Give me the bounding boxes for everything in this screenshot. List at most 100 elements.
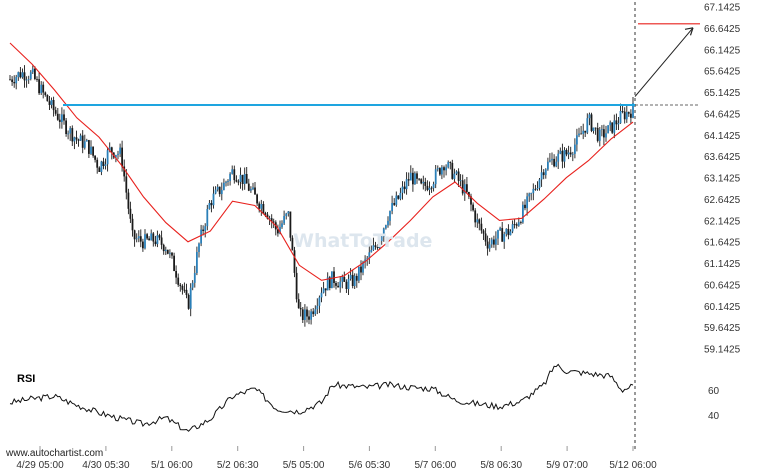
- candle-body: [382, 228, 385, 237]
- candle-body: [380, 236, 383, 241]
- candle-body: [470, 196, 472, 205]
- candle-body: [441, 167, 443, 175]
- candle-body: [19, 72, 22, 78]
- candle-body: [166, 249, 169, 254]
- candle-body: [544, 169, 547, 176]
- y-tick-label: 62.1425: [704, 216, 741, 227]
- candle-body: [358, 266, 360, 281]
- candle-body: [58, 119, 61, 122]
- rsi-tick-label: 60: [708, 386, 720, 397]
- candle-body: [331, 271, 333, 289]
- candle-body: [31, 68, 34, 73]
- candle-body: [139, 236, 142, 242]
- y-tick-label: 60.1425: [704, 302, 741, 313]
- candle-body: [422, 181, 425, 184]
- candle-body: [424, 181, 427, 186]
- candle-body: [193, 273, 196, 283]
- candle-body: [148, 238, 150, 241]
- candle-body: [517, 222, 520, 226]
- candle-body: [289, 211, 292, 238]
- y-tick-label: 59.1425: [704, 345, 741, 356]
- candle-body: [594, 127, 597, 129]
- candle-body: [561, 150, 564, 162]
- candle-body: [90, 146, 92, 154]
- candle-body: [445, 167, 447, 171]
- candle-body: [335, 283, 337, 286]
- candle-body: [216, 186, 219, 190]
- candle-body: [409, 172, 412, 181]
- candle-body: [505, 228, 508, 234]
- candle-body: [522, 204, 524, 223]
- candle-body: [52, 100, 55, 111]
- candle-body: [480, 223, 483, 231]
- candle-body: [204, 226, 207, 231]
- y-tick-label: 64.1425: [704, 131, 741, 142]
- candle-body: [393, 203, 396, 205]
- candle-body: [272, 221, 275, 223]
- candle-body: [343, 277, 346, 282]
- candle-body: [233, 169, 236, 181]
- candle-body: [416, 173, 418, 179]
- y-tick-label: 62.6425: [704, 195, 741, 206]
- candle-body: [181, 286, 184, 290]
- candle-body: [615, 120, 618, 125]
- candle-body: [44, 92, 47, 95]
- candle-body: [434, 169, 437, 185]
- candle-body: [509, 231, 512, 236]
- candle-body: [146, 234, 148, 239]
- candle-body: [520, 222, 522, 223]
- candle-body: [291, 237, 294, 251]
- candle-body: [538, 179, 541, 188]
- candle-body: [412, 172, 414, 185]
- candle-body: [245, 174, 248, 184]
- candle-body: [69, 128, 72, 134]
- candle-body: [403, 186, 406, 190]
- candle-body: [461, 180, 464, 194]
- candle-body: [312, 311, 315, 315]
- candle-body: [15, 77, 18, 84]
- candle-body: [158, 235, 161, 238]
- candle-body: [75, 137, 78, 140]
- moving-average-line: [9, 42, 634, 281]
- x-tick-label: 4/30 05:30: [82, 460, 130, 471]
- candle-body: [177, 277, 180, 285]
- candle-body: [326, 277, 329, 291]
- candle-body: [472, 204, 474, 211]
- candle-body: [198, 243, 200, 252]
- candle-body: [370, 250, 373, 253]
- candle-body: [345, 281, 348, 289]
- candle-body: [405, 179, 408, 190]
- candle-body: [104, 164, 107, 166]
- candle-body: [173, 255, 175, 271]
- y-tick-label: 61.1425: [704, 259, 741, 270]
- axis-layer: 67.1425 66.6425 66.1425 65.6425 65.1425 64.64…: [16, 2, 741, 471]
- candle-body: [341, 277, 344, 282]
- overlay-layer: [9, 23, 700, 432]
- candle-body: [353, 275, 356, 286]
- candle-body: [364, 259, 366, 263]
- candle-body: [488, 244, 491, 249]
- candle-body: [428, 187, 431, 190]
- candle-body: [260, 204, 263, 209]
- x-tick-label: 5/2 06:30: [217, 460, 259, 471]
- candle-body: [160, 237, 163, 245]
- forecast-arrow-head: [684, 27, 694, 36]
- candle-body: [208, 203, 211, 209]
- candle-body: [611, 122, 614, 133]
- candle-body: [314, 309, 317, 315]
- candle-body: [478, 219, 481, 224]
- candle-body: [200, 229, 202, 244]
- candle-body: [27, 79, 30, 80]
- candle-body: [501, 228, 504, 242]
- candle-body: [532, 188, 535, 194]
- candle-body: [511, 224, 514, 232]
- candle-body: [179, 284, 182, 287]
- candle-body: [169, 252, 171, 254]
- candle-body: [630, 113, 632, 118]
- candle-body: [418, 178, 420, 180]
- x-tick-label: 5/8 06:30: [480, 460, 522, 471]
- x-tick-label: 4/29 05:00: [16, 460, 64, 471]
- y-tick-label: 63.1425: [704, 174, 741, 185]
- x-tick-label: 5/12 06:00: [609, 460, 657, 471]
